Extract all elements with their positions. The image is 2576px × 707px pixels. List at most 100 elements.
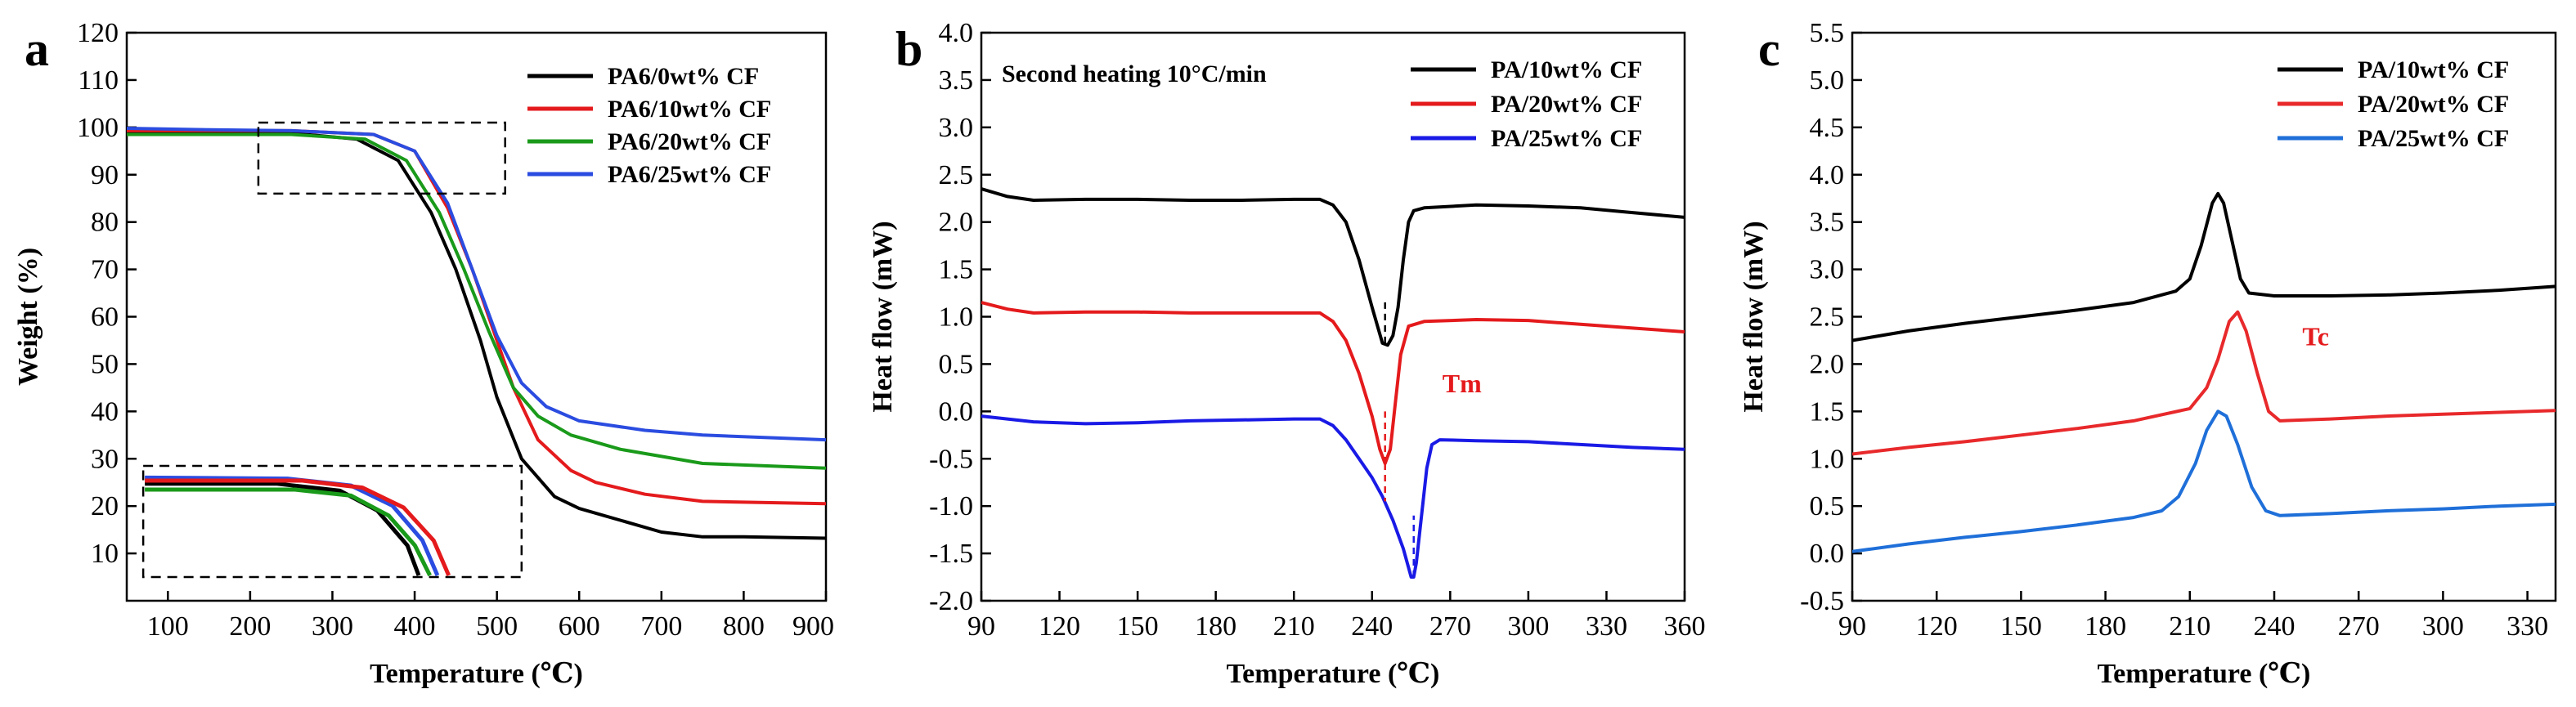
x-axis-label: Temperature (℃) xyxy=(2098,659,2311,689)
panel-letter: a xyxy=(25,22,49,76)
inset-curve xyxy=(145,478,451,576)
y-axis-label: Weight (%) xyxy=(13,248,43,386)
y-axis-label: Heat flow (mW) xyxy=(1739,221,1769,412)
panel-letter: b xyxy=(895,22,922,76)
x-tick-label: 180 xyxy=(2085,611,2126,642)
series-line xyxy=(127,127,826,442)
x-tick-label: 400 xyxy=(394,611,436,642)
series-line xyxy=(981,414,1685,579)
series-line xyxy=(1852,310,2556,456)
legend-label: PA6/0wt% CF xyxy=(608,63,759,90)
y-tick-label: 0.5 xyxy=(939,349,974,379)
zoom-box xyxy=(257,121,506,195)
y-tick-label: -0.5 xyxy=(1800,586,1844,616)
y-tick-label: 120 xyxy=(77,18,119,48)
y-tick-label: -1.5 xyxy=(929,539,973,569)
x-tick-label: 900 xyxy=(792,611,834,642)
x-tick-label: 210 xyxy=(2169,611,2210,642)
x-tick-label: 330 xyxy=(2506,611,2548,642)
x-axis-label: Temperature (℃) xyxy=(1227,659,1440,689)
legend-label: PA/20wt% CF xyxy=(1491,91,1642,118)
series-line xyxy=(1852,409,2556,553)
x-tick-label: 360 xyxy=(1664,611,1706,642)
inset-text: Second heating 10°C/min xyxy=(1002,60,1267,87)
y-tick-label: 5.0 xyxy=(1810,65,1845,96)
series-line xyxy=(1852,191,2556,342)
plot-frame xyxy=(980,31,1686,602)
legend-label: PA/25wt% CF xyxy=(2358,125,2509,152)
x-tick-label: 270 xyxy=(2338,611,2380,642)
y-tick-label: 2.5 xyxy=(1810,302,1845,333)
panel-c: c 90 120 150 180 210 240 270 300 330 -0.5 0.0 0.5 1.0… xyxy=(1739,18,2557,689)
x-tick-label: 210 xyxy=(1273,611,1315,642)
x-tick-label: 600 xyxy=(559,611,600,642)
y-tick-label: 60 xyxy=(91,302,119,333)
y-tick-label: 1.0 xyxy=(1810,444,1845,474)
y-tick-label: 3.0 xyxy=(939,113,974,143)
y-tick-label: 4.5 xyxy=(1810,113,1845,143)
y-tick-label: 1.5 xyxy=(939,255,974,285)
x-tick-label: 90 xyxy=(1838,611,1866,642)
y-tick-label: 90 xyxy=(91,160,119,190)
y-tick-label: 50 xyxy=(91,349,119,379)
y-tick-label: 30 xyxy=(91,444,119,474)
x-tick-label: 150 xyxy=(1117,611,1159,642)
x-tick-label: 120 xyxy=(1916,611,1958,642)
x-tick-label: 180 xyxy=(1195,611,1236,642)
legend-label: PA/25wt% CF xyxy=(1491,125,1642,152)
x-tick-label: 300 xyxy=(312,611,353,642)
x-tick-label: 500 xyxy=(476,611,518,642)
y-tick-label: 10 xyxy=(91,539,119,569)
y-tick-label: 4.0 xyxy=(939,18,974,48)
y-tick-label: 40 xyxy=(91,396,119,427)
x-tick-label: 240 xyxy=(1351,611,1393,642)
y-tick-label: 2.0 xyxy=(1810,349,1845,379)
y-tick-label: 0.0 xyxy=(1810,539,1845,569)
y-tick-label: 4.0 xyxy=(1810,160,1845,190)
y-tick-label: 70 xyxy=(91,255,119,285)
x-tick-label: 800 xyxy=(723,611,765,642)
y-tick-label: 80 xyxy=(91,208,119,238)
legend-label: PA/10wt% CF xyxy=(2358,56,2509,83)
series-line xyxy=(981,187,1685,347)
y-tick-label: 110 xyxy=(78,65,119,96)
y-tick-label: 100 xyxy=(77,113,119,143)
panel-b: b 90 120 150 180 210 240 270 300 330 360 -2.0 -1.5 -1… xyxy=(868,18,1706,689)
inset-curve xyxy=(145,475,440,576)
legend-label: PA6/20wt% CF xyxy=(608,128,771,155)
y-tick-label: 0.0 xyxy=(939,396,974,427)
y-tick-label: 2.5 xyxy=(939,160,974,190)
legend-label: PA/20wt% CF xyxy=(2358,91,2509,118)
x-tick-label: 200 xyxy=(229,611,271,642)
y-tick-label: -0.5 xyxy=(929,444,973,474)
y-tick-label: 20 xyxy=(91,491,119,521)
x-tick-label: 240 xyxy=(2254,611,2296,642)
peak-label: Tc xyxy=(2302,321,2329,351)
peak-label: Tm xyxy=(1443,369,1482,398)
y-tick-label: -2.0 xyxy=(929,586,973,616)
x-tick-label: 150 xyxy=(2000,611,2042,642)
plot-frame xyxy=(1851,31,2557,602)
x-tick-label: 700 xyxy=(640,611,682,642)
panel-letter: c xyxy=(1758,22,1780,76)
x-tick-label: 330 xyxy=(1586,611,1627,642)
y-tick-label: 3.5 xyxy=(1810,208,1845,238)
series-line xyxy=(127,132,826,470)
y-tick-label: 1.0 xyxy=(939,302,974,333)
y-tick-label: 2.0 xyxy=(939,208,974,238)
x-axis-label: Temperature (℃) xyxy=(370,659,583,689)
x-tick-label: 300 xyxy=(1507,611,1549,642)
legend-label: PA6/25wt% CF xyxy=(608,161,771,188)
legend-label: PA6/10wt% CF xyxy=(608,96,771,123)
legend-label: PA/10wt% CF xyxy=(1491,56,1642,83)
x-tick-label: 270 xyxy=(1429,611,1471,642)
x-tick-label: 100 xyxy=(147,611,189,642)
x-tick-label: 300 xyxy=(2422,611,2464,642)
y-axis-label: Heat flow (mW) xyxy=(868,221,898,412)
inset-box xyxy=(141,464,523,579)
series-line xyxy=(981,301,1685,465)
y-tick-label: 5.5 xyxy=(1810,18,1845,48)
y-tick-label: 1.5 xyxy=(1810,396,1845,427)
x-tick-label: 120 xyxy=(1039,611,1080,642)
